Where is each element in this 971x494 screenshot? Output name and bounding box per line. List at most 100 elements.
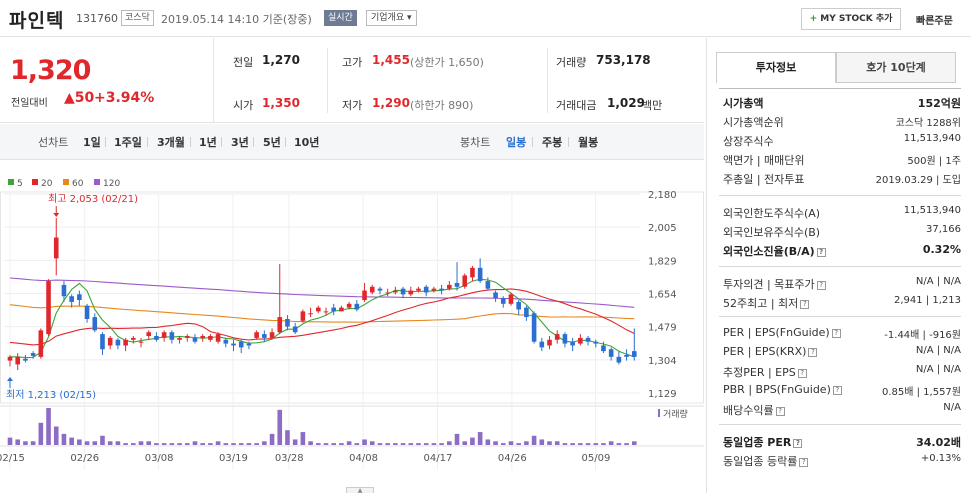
tab-1week[interactable]: 1주일 bbox=[114, 136, 142, 149]
tab-5year[interactable]: 5년 bbox=[263, 136, 281, 149]
candle-body bbox=[362, 290, 367, 301]
company-info-dropdown[interactable]: 기업개요 ▾ bbox=[366, 10, 417, 26]
candle-body bbox=[169, 332, 175, 340]
volume-bar bbox=[500, 443, 506, 445]
x-axis-labels: 02/15 02/26 03/08 03/19 03/28 04/08 04/17 04/26… bbox=[0, 453, 610, 464]
volume-label: 거래량 bbox=[556, 56, 587, 69]
candle-body bbox=[493, 292, 498, 299]
quick-order-button[interactable]: 빠른주문 bbox=[916, 16, 953, 27]
info-row: PER | EPS(KRX)? N/A | N/A bbox=[719, 343, 961, 361]
help-icon[interactable]: ? bbox=[800, 300, 810, 309]
volume-bar bbox=[46, 408, 51, 445]
info-row-label: 동일업종 PER? bbox=[723, 434, 803, 450]
candle-body bbox=[377, 288, 383, 291]
candle-body bbox=[624, 354, 629, 357]
candle-body bbox=[177, 337, 182, 340]
chart-legend: 5 20 60 120 bbox=[8, 179, 120, 189]
help-icon[interactable]: ? bbox=[808, 348, 818, 357]
tab-1day[interactable]: 1일 bbox=[83, 136, 101, 149]
candle-body bbox=[184, 336, 190, 338]
volume-bar bbox=[7, 437, 13, 445]
info-row-value: 152억원 bbox=[917, 97, 961, 110]
info-row: 배당수익률? N/A bbox=[719, 400, 961, 418]
info-row: 시가총액 152억원 bbox=[719, 93, 961, 111]
chart-annotations: 최고 2,053 (02/21) 최저 1,213 (02/15) bbox=[6, 193, 138, 401]
x-tick-label: 03/08 bbox=[145, 453, 174, 464]
volume-bar bbox=[485, 439, 491, 445]
tab-10year[interactable]: 10년 bbox=[294, 136, 320, 149]
info-row-value: 0.32% bbox=[922, 243, 961, 256]
candle-body bbox=[223, 339, 229, 344]
candle-body bbox=[154, 336, 159, 340]
tab-1year[interactable]: 1년 bbox=[199, 136, 217, 149]
info-row-label: PER | EPS(KRX)? bbox=[723, 345, 818, 358]
legend-swatch bbox=[8, 179, 14, 185]
info-row-value: N/A bbox=[943, 402, 961, 413]
volume-bar bbox=[323, 443, 329, 445]
volume-bar bbox=[169, 443, 175, 445]
candle-body bbox=[516, 301, 521, 310]
add-mystock-button[interactable]: + MY STOCK 추가 bbox=[801, 8, 901, 30]
volume-bar bbox=[231, 443, 236, 445]
divider bbox=[253, 137, 254, 147]
volume-bar bbox=[146, 441, 152, 445]
tab-order-book-10[interactable]: 호가 10단계 bbox=[836, 52, 956, 83]
price-chart[interactable]: 5 20 60 120 2,180 2,005 1,829 1,654 1,479 1,304 1… bbox=[0, 170, 704, 487]
change-amount: ▲50 bbox=[64, 90, 94, 106]
tab-monthly[interactable]: 월봉 bbox=[578, 136, 599, 149]
volume-bar bbox=[154, 443, 159, 445]
chart-resize-handle[interactable]: ▲ bbox=[346, 487, 374, 494]
info-row-value: N/A | N/A bbox=[915, 276, 961, 287]
open-value: 1,350 bbox=[262, 96, 300, 110]
volume-bar bbox=[547, 441, 552, 445]
info-row: PER | EPS(FnGuide)? -1.44배 | -916원 bbox=[719, 324, 961, 342]
candle-body bbox=[200, 336, 205, 338]
x-tick-label: 02/15 bbox=[0, 453, 25, 464]
help-icon[interactable]: ? bbox=[816, 281, 826, 290]
help-icon[interactable]: ? bbox=[793, 439, 803, 448]
low-value: 1,290 bbox=[372, 96, 410, 110]
info-row: 동일업종 PER? 34.02배 bbox=[719, 432, 961, 450]
candle-body bbox=[315, 307, 321, 312]
info-row-value: N/A | N/A bbox=[915, 364, 961, 375]
divider bbox=[719, 316, 961, 317]
help-icon[interactable]: ? bbox=[775, 407, 785, 416]
candle-body bbox=[38, 330, 44, 357]
tab-weekly[interactable]: 주봉 bbox=[542, 136, 563, 149]
candle-body bbox=[331, 307, 337, 312]
tab-3year[interactable]: 3년 bbox=[231, 136, 249, 149]
divider bbox=[568, 137, 569, 147]
volume-bar bbox=[215, 441, 221, 445]
prev-close-value: 1,270 bbox=[262, 53, 300, 67]
volume-bar bbox=[470, 437, 475, 445]
candle-body bbox=[308, 313, 313, 315]
y-tick-label: 1,654 bbox=[648, 290, 677, 301]
help-icon[interactable]: ? bbox=[816, 248, 826, 257]
tab-daily[interactable]: 일봉 bbox=[506, 136, 527, 149]
candle-body bbox=[416, 288, 421, 291]
volume-bar bbox=[369, 441, 375, 445]
candle-body bbox=[539, 341, 545, 348]
candle-body bbox=[123, 339, 128, 346]
info-row-label: 배당수익률? bbox=[723, 402, 785, 418]
help-icon[interactable]: ? bbox=[831, 329, 841, 338]
candle-body bbox=[77, 294, 82, 301]
volume-bar bbox=[69, 437, 74, 445]
candle-body bbox=[339, 307, 344, 312]
tab-investment-info[interactable]: 투자정보 bbox=[716, 52, 836, 83]
realtime-badge[interactable]: 실시간 bbox=[324, 10, 357, 26]
help-icon[interactable]: ? bbox=[799, 458, 809, 467]
help-icon[interactable]: ? bbox=[832, 386, 842, 395]
info-row: 동일업종 등락률? +0.13% bbox=[719, 451, 961, 469]
candle-body bbox=[61, 284, 67, 297]
volume-bar bbox=[393, 443, 398, 445]
volume-bar bbox=[38, 422, 44, 445]
help-icon[interactable]: ? bbox=[797, 369, 807, 378]
volume-bar bbox=[539, 439, 545, 445]
candle-body bbox=[562, 334, 568, 344]
volume-bar bbox=[269, 433, 275, 445]
legend-swatch bbox=[63, 179, 69, 185]
tab-3month[interactable]: 3개월 bbox=[157, 136, 185, 149]
y-tick-label: 2,180 bbox=[648, 190, 677, 201]
ma-120-line bbox=[9, 277, 635, 308]
